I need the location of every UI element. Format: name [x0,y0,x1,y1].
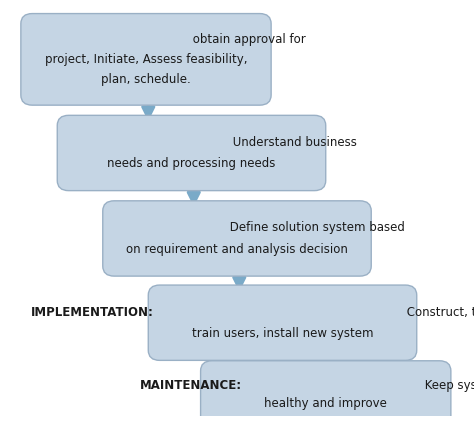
Text: healthy and improve: healthy and improve [264,397,387,410]
FancyBboxPatch shape [148,285,417,360]
FancyBboxPatch shape [103,201,371,276]
FancyBboxPatch shape [201,361,451,424]
Text: Keep system: Keep system [421,379,474,392]
Text: needs and processing needs: needs and processing needs [107,157,276,170]
Text: ANALYSIS:: ANALYSIS: [0,136,1,149]
Text: train users, install new system: train users, install new system [192,327,373,340]
Text: plan, schedule.: plan, schedule. [101,73,191,86]
Text: Understand business: Understand business [228,136,356,149]
FancyBboxPatch shape [57,115,326,191]
FancyBboxPatch shape [21,14,271,105]
Text: obtain approval for: obtain approval for [189,33,305,46]
Text: on requirement and analysis decision: on requirement and analysis decision [126,243,348,256]
Text: Construct, test,: Construct, test, [403,306,474,319]
Text: IMPLEMENTATION:: IMPLEMENTATION: [30,306,153,319]
Text: Define solution system based: Define solution system based [226,221,405,234]
Text: project, Initiate, Assess feasibility,: project, Initiate, Assess feasibility, [45,53,247,66]
Text: MAINTENANCE:: MAINTENANCE: [140,379,242,392]
